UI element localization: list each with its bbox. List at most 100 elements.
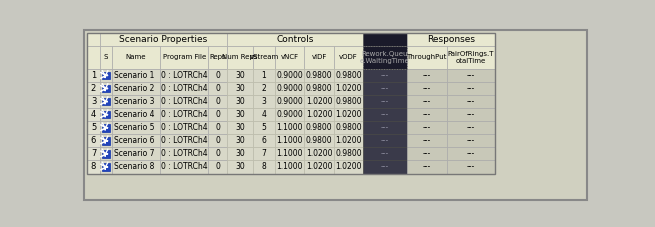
Text: Controls: Controls bbox=[276, 35, 314, 44]
Text: 2: 2 bbox=[261, 84, 267, 93]
Bar bbox=[160, 147, 208, 160]
Text: 0.9000: 0.9000 bbox=[276, 110, 303, 119]
Bar bbox=[364, 108, 407, 121]
Bar bbox=[447, 95, 495, 108]
Bar bbox=[112, 69, 160, 82]
Bar bbox=[253, 108, 275, 121]
Bar bbox=[334, 121, 364, 134]
Text: 0.9800: 0.9800 bbox=[335, 71, 362, 80]
Bar bbox=[208, 121, 227, 134]
Bar bbox=[227, 82, 253, 95]
Bar bbox=[208, 147, 227, 160]
Bar bbox=[334, 134, 364, 147]
Text: 1.0200: 1.0200 bbox=[335, 84, 362, 93]
Bar bbox=[160, 160, 208, 173]
Text: 0.9800: 0.9800 bbox=[335, 149, 362, 158]
Bar bbox=[364, 82, 407, 95]
Bar bbox=[208, 69, 227, 82]
Text: Scenario 7: Scenario 7 bbox=[115, 149, 155, 158]
Bar bbox=[100, 33, 227, 46]
Bar bbox=[102, 163, 110, 171]
Text: 0 : LOTRCh4: 0 : LOTRCh4 bbox=[161, 97, 208, 106]
Text: 1.0200: 1.0200 bbox=[306, 149, 332, 158]
Bar bbox=[100, 121, 112, 134]
Text: 6: 6 bbox=[261, 136, 267, 145]
Bar bbox=[160, 69, 208, 82]
Text: S: S bbox=[103, 54, 108, 60]
Bar bbox=[227, 33, 364, 46]
Bar bbox=[334, 147, 364, 160]
Text: 1.0200: 1.0200 bbox=[335, 110, 362, 119]
Text: 0.9000: 0.9000 bbox=[276, 71, 303, 80]
Text: ---: --- bbox=[422, 110, 431, 119]
Text: Scenario Properties: Scenario Properties bbox=[119, 35, 208, 44]
Text: 0.9000: 0.9000 bbox=[276, 84, 303, 93]
Bar bbox=[407, 95, 447, 108]
Bar bbox=[305, 95, 334, 108]
Bar bbox=[87, 134, 100, 147]
Bar bbox=[227, 108, 253, 121]
Bar bbox=[253, 147, 275, 160]
Text: 3: 3 bbox=[261, 97, 267, 106]
Text: 3: 3 bbox=[91, 97, 96, 106]
Text: ---: --- bbox=[422, 163, 431, 171]
Bar bbox=[364, 69, 407, 82]
Bar bbox=[100, 95, 112, 108]
Bar bbox=[253, 69, 275, 82]
Bar bbox=[87, 160, 100, 173]
Text: PairOfRings.T
otalTime: PairOfRings.T otalTime bbox=[447, 51, 494, 64]
Bar bbox=[208, 46, 227, 69]
Bar bbox=[160, 46, 208, 69]
Bar bbox=[102, 150, 110, 158]
Bar bbox=[364, 33, 407, 46]
Bar bbox=[253, 121, 275, 134]
Bar bbox=[305, 147, 334, 160]
Bar bbox=[407, 121, 447, 134]
Text: Program File: Program File bbox=[162, 54, 206, 60]
Bar bbox=[407, 69, 447, 82]
Bar bbox=[334, 160, 364, 173]
Bar bbox=[275, 46, 305, 69]
Text: vIDF: vIDF bbox=[311, 54, 327, 60]
Text: 30: 30 bbox=[235, 97, 245, 106]
Bar bbox=[447, 108, 495, 121]
Text: 1.1000: 1.1000 bbox=[276, 163, 303, 171]
Text: 0 : LOTRCh4: 0 : LOTRCh4 bbox=[161, 110, 208, 119]
Text: ---: --- bbox=[422, 123, 431, 132]
Bar bbox=[87, 69, 100, 82]
Text: ---: --- bbox=[422, 84, 431, 93]
Text: 1: 1 bbox=[91, 71, 96, 80]
Text: 30: 30 bbox=[235, 123, 245, 132]
Bar bbox=[364, 147, 407, 160]
Text: 30: 30 bbox=[235, 163, 245, 171]
Text: ---: --- bbox=[467, 123, 475, 132]
Bar bbox=[208, 134, 227, 147]
Bar bbox=[112, 160, 160, 173]
Text: ---: --- bbox=[381, 123, 389, 132]
Text: ---: --- bbox=[381, 163, 389, 171]
Text: 30: 30 bbox=[235, 149, 245, 158]
Bar bbox=[275, 147, 305, 160]
Text: ---: --- bbox=[381, 84, 389, 93]
Bar bbox=[447, 160, 495, 173]
Bar bbox=[447, 147, 495, 160]
Bar bbox=[253, 134, 275, 147]
Bar bbox=[334, 69, 364, 82]
Text: ---: --- bbox=[422, 97, 431, 106]
Text: 7: 7 bbox=[91, 149, 96, 158]
Bar bbox=[208, 82, 227, 95]
Text: 1: 1 bbox=[261, 71, 267, 80]
Bar bbox=[407, 108, 447, 121]
Text: 1.0200: 1.0200 bbox=[306, 163, 332, 171]
Text: Responses: Responses bbox=[427, 35, 475, 44]
Bar bbox=[112, 121, 160, 134]
Bar bbox=[364, 134, 407, 147]
Bar bbox=[407, 33, 495, 46]
Bar bbox=[407, 82, 447, 95]
Bar bbox=[102, 111, 110, 118]
Bar bbox=[100, 69, 112, 82]
Text: Scenario 5: Scenario 5 bbox=[115, 123, 155, 132]
Bar bbox=[160, 121, 208, 134]
Text: 0.9000: 0.9000 bbox=[276, 97, 303, 106]
Text: 0.9800: 0.9800 bbox=[335, 123, 362, 132]
